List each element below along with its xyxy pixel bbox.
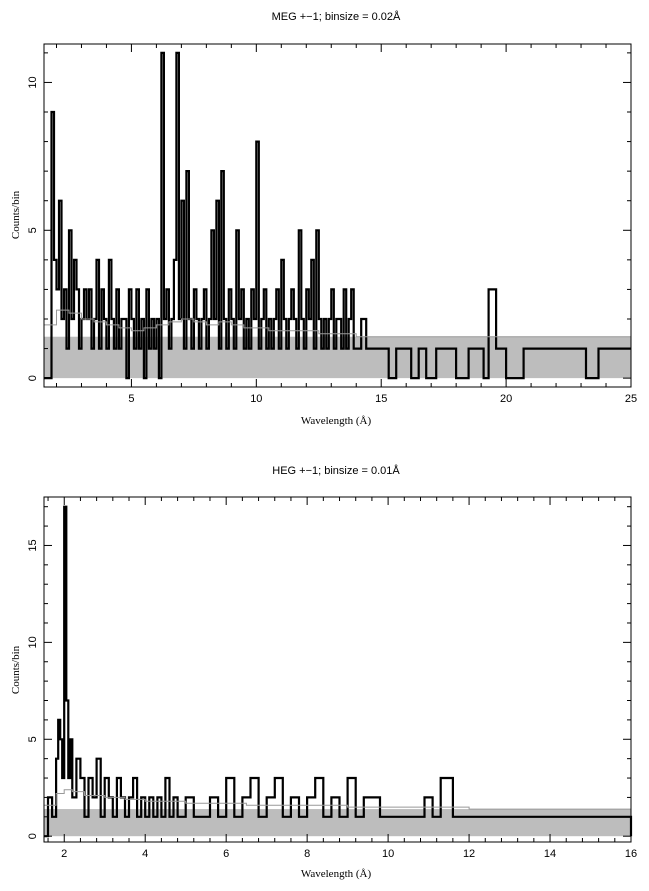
heg-series-counts bbox=[44, 505, 633, 838]
heg-x-tick-label: 2 bbox=[61, 848, 67, 860]
heg-axes-frame bbox=[43, 496, 632, 843]
heg-y-tick-label: 0 bbox=[27, 833, 39, 839]
meg-axes-frame bbox=[43, 43, 632, 388]
meg-ticks: 5 10 15 20 25 0 5 10 bbox=[27, 44, 637, 405]
heg-series-model bbox=[44, 789, 631, 810]
heg-x-tick-label: 10 bbox=[382, 848, 394, 860]
meg-x-tick-label: 20 bbox=[500, 393, 512, 405]
meg-x-axis-label: Wavelength (Å) bbox=[301, 415, 372, 427]
heg-x-axis-label: Wavelength (Å) bbox=[301, 868, 372, 880]
meg-background-band bbox=[44, 336, 631, 379]
meg-x-tick-label: 25 bbox=[625, 393, 637, 405]
heg-ticks: 2 4 6 8 10 12 14 16 0 5 10 15 bbox=[27, 497, 637, 860]
heg-panel: HEG +−1; binsize = 0.01Å 2 4 6 8 10 12 14 16 0 5 1… bbox=[10, 464, 637, 880]
meg-x-tick-label: 10 bbox=[250, 393, 262, 405]
meg-series-model bbox=[44, 309, 631, 338]
meg-plot-area bbox=[44, 51, 631, 380]
meg-y-tick-label: 10 bbox=[27, 76, 39, 88]
meg-y-tick-label: 0 bbox=[27, 375, 39, 381]
heg-plot-area bbox=[44, 505, 633, 838]
heg-x-tick-label: 4 bbox=[142, 848, 148, 860]
meg-y-axis-label: Counts/bin bbox=[10, 190, 22, 239]
heg-y-axis-label: Counts/bin bbox=[10, 645, 22, 694]
meg-title: MEG +−1; binsize = 0.02Å bbox=[272, 10, 401, 23]
heg-y-tick-label: 15 bbox=[27, 539, 39, 551]
heg-title: HEG +−1; binsize = 0.01Å bbox=[272, 464, 400, 477]
meg-y-tick-label: 5 bbox=[27, 227, 39, 233]
heg-x-tick-label: 6 bbox=[223, 848, 229, 860]
heg-x-tick-label: 12 bbox=[463, 848, 475, 860]
heg-x-tick-label: 16 bbox=[625, 848, 637, 860]
heg-x-tick-label: 8 bbox=[304, 848, 310, 860]
meg-panel: MEG +−1; binsize = 0.02Å 5 10 15 20 25 0 5 10 W… bbox=[10, 10, 637, 427]
heg-x-tick-label: 14 bbox=[544, 848, 556, 860]
heg-y-tick-label: 5 bbox=[27, 736, 39, 742]
heg-y-tick-label: 10 bbox=[27, 636, 39, 648]
meg-x-tick-label: 15 bbox=[375, 393, 387, 405]
meg-x-tick-label: 5 bbox=[128, 393, 134, 405]
meg-series-counts bbox=[44, 51, 631, 380]
heg-background-band bbox=[44, 809, 631, 837]
